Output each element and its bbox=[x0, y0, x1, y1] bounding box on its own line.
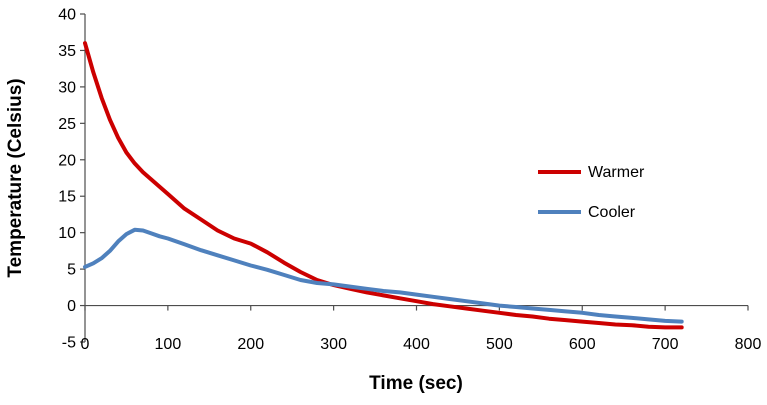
y-tick-label: 20 bbox=[58, 152, 76, 169]
series-line-warmer bbox=[83, 41, 684, 330]
y-tick-label: -5 bbox=[62, 335, 76, 352]
legend-label-cooler: Cooler bbox=[588, 204, 636, 221]
x-tick-label: 700 bbox=[652, 336, 679, 353]
x-tick-label: 400 bbox=[403, 336, 430, 353]
x-tick-label: 0 bbox=[81, 336, 90, 353]
x-tick-label: 600 bbox=[569, 336, 596, 353]
y-tick-label: 10 bbox=[58, 225, 76, 242]
series-line-cooler bbox=[83, 227, 684, 324]
y-tick-label: 35 bbox=[58, 43, 76, 60]
x-tick-label: 500 bbox=[486, 336, 513, 353]
x-tick-label: 200 bbox=[237, 336, 264, 353]
legend: Warmer Cooler bbox=[538, 164, 645, 221]
y-tick-label: 25 bbox=[58, 116, 76, 133]
y-axis-title: Temperature (Celsius) bbox=[5, 78, 26, 277]
x-tick-label: 300 bbox=[320, 336, 347, 353]
y-tick-label: 5 bbox=[67, 262, 76, 279]
x-tick-label: 100 bbox=[155, 336, 182, 353]
y-tick-label: 15 bbox=[58, 189, 76, 206]
y-tick-label: 30 bbox=[58, 79, 76, 96]
x-axis-title: Time (sec) bbox=[369, 373, 463, 394]
x-tick-label: 800 bbox=[735, 336, 762, 353]
legend-label-warmer: Warmer bbox=[588, 164, 645, 181]
y-tick-label: 40 bbox=[58, 7, 76, 24]
y-tick-label: 0 bbox=[67, 298, 76, 315]
